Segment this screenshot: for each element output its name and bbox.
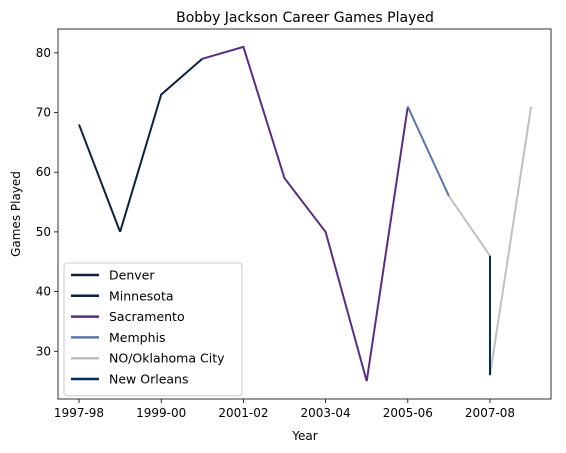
x-tick-label: 1999-00 xyxy=(136,406,186,420)
legend-label: Sacramento xyxy=(109,309,185,324)
legend-label: NO/Oklahoma City xyxy=(109,351,225,366)
plot-frame xyxy=(57,28,552,400)
x-tick-label: 2007-08 xyxy=(465,406,515,420)
legend-box xyxy=(63,262,243,397)
legend-label: Minnesota xyxy=(109,288,174,303)
legend-label: New Orleans xyxy=(109,372,188,387)
chart-title: Bobby Jackson Career Games Played xyxy=(176,10,434,26)
y-tick-label: 80 xyxy=(36,46,51,60)
y-tick-label: 70 xyxy=(36,106,51,120)
series-line-minnesota xyxy=(119,58,203,233)
y-tick-label: 50 xyxy=(36,225,51,239)
series-line-denver xyxy=(78,124,122,233)
x-tick-label: 2005-06 xyxy=(383,406,433,420)
y-tick-label: 40 xyxy=(36,285,51,299)
y-axis-label: Games Played xyxy=(9,171,23,257)
x-tick-label: 1997-98 xyxy=(54,406,104,420)
legend-label: Memphis xyxy=(109,330,166,345)
y-tick-label: 60 xyxy=(36,165,51,179)
y-tick-label: 30 xyxy=(36,344,51,358)
x-tick-label: 2001-02 xyxy=(218,406,268,420)
legend-label: Denver xyxy=(109,268,155,283)
plot-area: 1997-98 1999-00 2001-02 2003-04 2005-06 2007-… xyxy=(36,28,552,420)
series-line-memphis xyxy=(406,106,450,197)
x-axis-label: Year xyxy=(291,429,317,443)
x-tick-label: 2003-04 xyxy=(301,406,351,420)
series-line-sacramento xyxy=(202,45,409,382)
